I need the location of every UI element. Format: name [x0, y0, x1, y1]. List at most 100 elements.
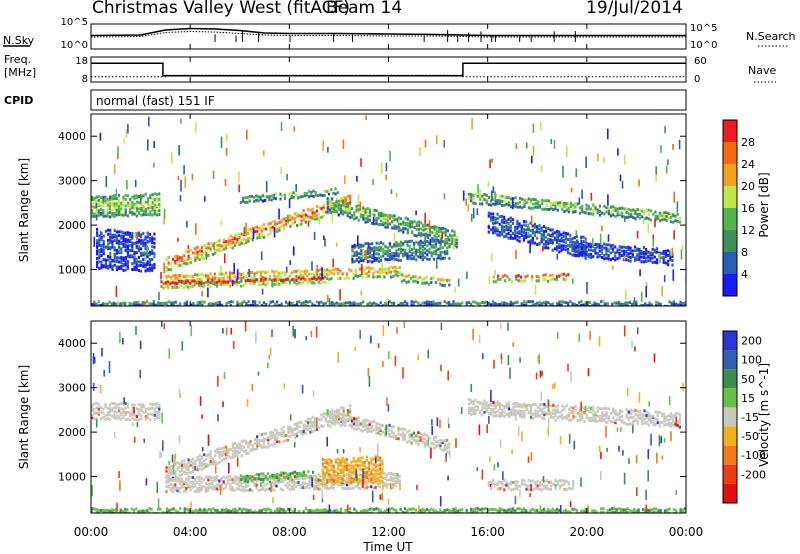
rti-cell	[271, 228, 274, 232]
rti-cell	[296, 434, 299, 438]
rti-cell	[630, 209, 633, 212]
rti-cell	[388, 428, 391, 432]
rti-cell	[231, 246, 234, 250]
rti-cell	[100, 266, 103, 270]
rti-cell	[541, 416, 544, 420]
rti-cell	[155, 204, 159, 208]
rti-cell	[556, 203, 559, 207]
rti-cell	[319, 482, 322, 486]
rti-cell	[417, 304, 420, 306]
rti-cell	[297, 196, 300, 200]
rti-cell	[642, 256, 645, 259]
rti-cell	[247, 237, 250, 240]
rti-cell	[510, 409, 513, 412]
rti-cell	[421, 241, 424, 245]
rti-cell	[552, 208, 555, 212]
rti-cell	[160, 285, 163, 289]
rti-cell	[153, 207, 156, 210]
rti-cell	[96, 241, 99, 245]
rti-cell	[507, 415, 510, 419]
rti-cell	[413, 243, 416, 247]
rti-cell	[126, 201, 129, 205]
rti-noise-cell	[494, 269, 496, 275]
rti-cell	[173, 281, 176, 285]
rti-cell	[403, 278, 406, 282]
rti-cell	[348, 487, 351, 491]
rti-cell	[547, 199, 550, 203]
rti-cell	[328, 269, 331, 273]
rti-cell	[272, 193, 275, 197]
rti-cell	[227, 301, 230, 304]
rti-cell	[385, 475, 388, 479]
rti-cell	[149, 213, 152, 217]
rti-cell	[341, 459, 344, 463]
rti-cell	[236, 238, 239, 242]
rti-noise-cell	[575, 168, 578, 178]
rti-cell	[202, 485, 205, 489]
rti-cell	[381, 476, 384, 480]
rti-cell	[187, 471, 190, 475]
rti-cell	[169, 262, 172, 266]
rti-cell	[531, 300, 534, 304]
rti-cell	[350, 416, 354, 420]
rti-cell	[645, 209, 648, 212]
rti-cell	[594, 419, 597, 423]
rti-cell	[227, 239, 230, 243]
rti-cell	[135, 240, 138, 244]
rti-cell	[429, 233, 432, 237]
rti-cell	[678, 216, 681, 220]
rti-cell	[510, 413, 513, 417]
rti-cell	[98, 238, 101, 242]
rti-cell	[409, 276, 413, 280]
rti-cell	[585, 413, 588, 417]
rti-cell	[306, 281, 309, 285]
rti-cell	[361, 425, 365, 429]
rti-cell	[118, 265, 121, 269]
rti-cell	[100, 196, 103, 200]
rti-cell	[179, 302, 182, 306]
rti-cell	[168, 304, 171, 306]
rti-noise-cell	[562, 165, 564, 178]
rti-cell	[280, 282, 283, 286]
rti-cell	[211, 487, 214, 491]
rti-cell	[522, 303, 526, 306]
rti-cell	[339, 463, 342, 467]
rti-cell	[333, 302, 336, 306]
rti-cell	[383, 471, 386, 475]
rti-cell	[183, 465, 186, 469]
rti-cell	[135, 418, 138, 422]
rti-cell	[334, 478, 337, 482]
rti-cell	[494, 219, 497, 223]
rti-cell	[574, 202, 577, 206]
rti-cell	[399, 250, 402, 254]
rti-cell	[120, 407, 123, 411]
rti-cell	[236, 300, 239, 304]
rti-cell	[394, 480, 397, 484]
rti-cell	[135, 244, 138, 248]
rti-cell	[524, 279, 527, 283]
rti-cell	[368, 218, 371, 222]
rti-cell	[162, 282, 165, 286]
rti-cell	[339, 480, 342, 484]
rti-cell	[315, 213, 319, 217]
rti-cell	[303, 192, 306, 196]
rti-cell	[562, 300, 565, 304]
rti-cell	[211, 275, 214, 279]
rti-cell	[348, 468, 351, 472]
rti-cell	[227, 450, 230, 454]
rti-cell	[594, 243, 597, 246]
rti-cell	[194, 304, 197, 306]
rti-cell	[120, 234, 123, 238]
rti-cell	[104, 414, 107, 418]
rti-cell	[293, 270, 296, 274]
rti-cell	[319, 268, 322, 271]
rti-cell	[647, 423, 650, 427]
rti-cell	[437, 239, 440, 242]
rti-cell	[541, 488, 544, 492]
rti-cell	[151, 406, 154, 410]
rti-cell	[530, 198, 533, 202]
rti-cell	[205, 486, 208, 490]
rti-cell	[178, 279, 181, 283]
rti-cell	[485, 404, 488, 408]
rti-cell	[503, 225, 506, 229]
